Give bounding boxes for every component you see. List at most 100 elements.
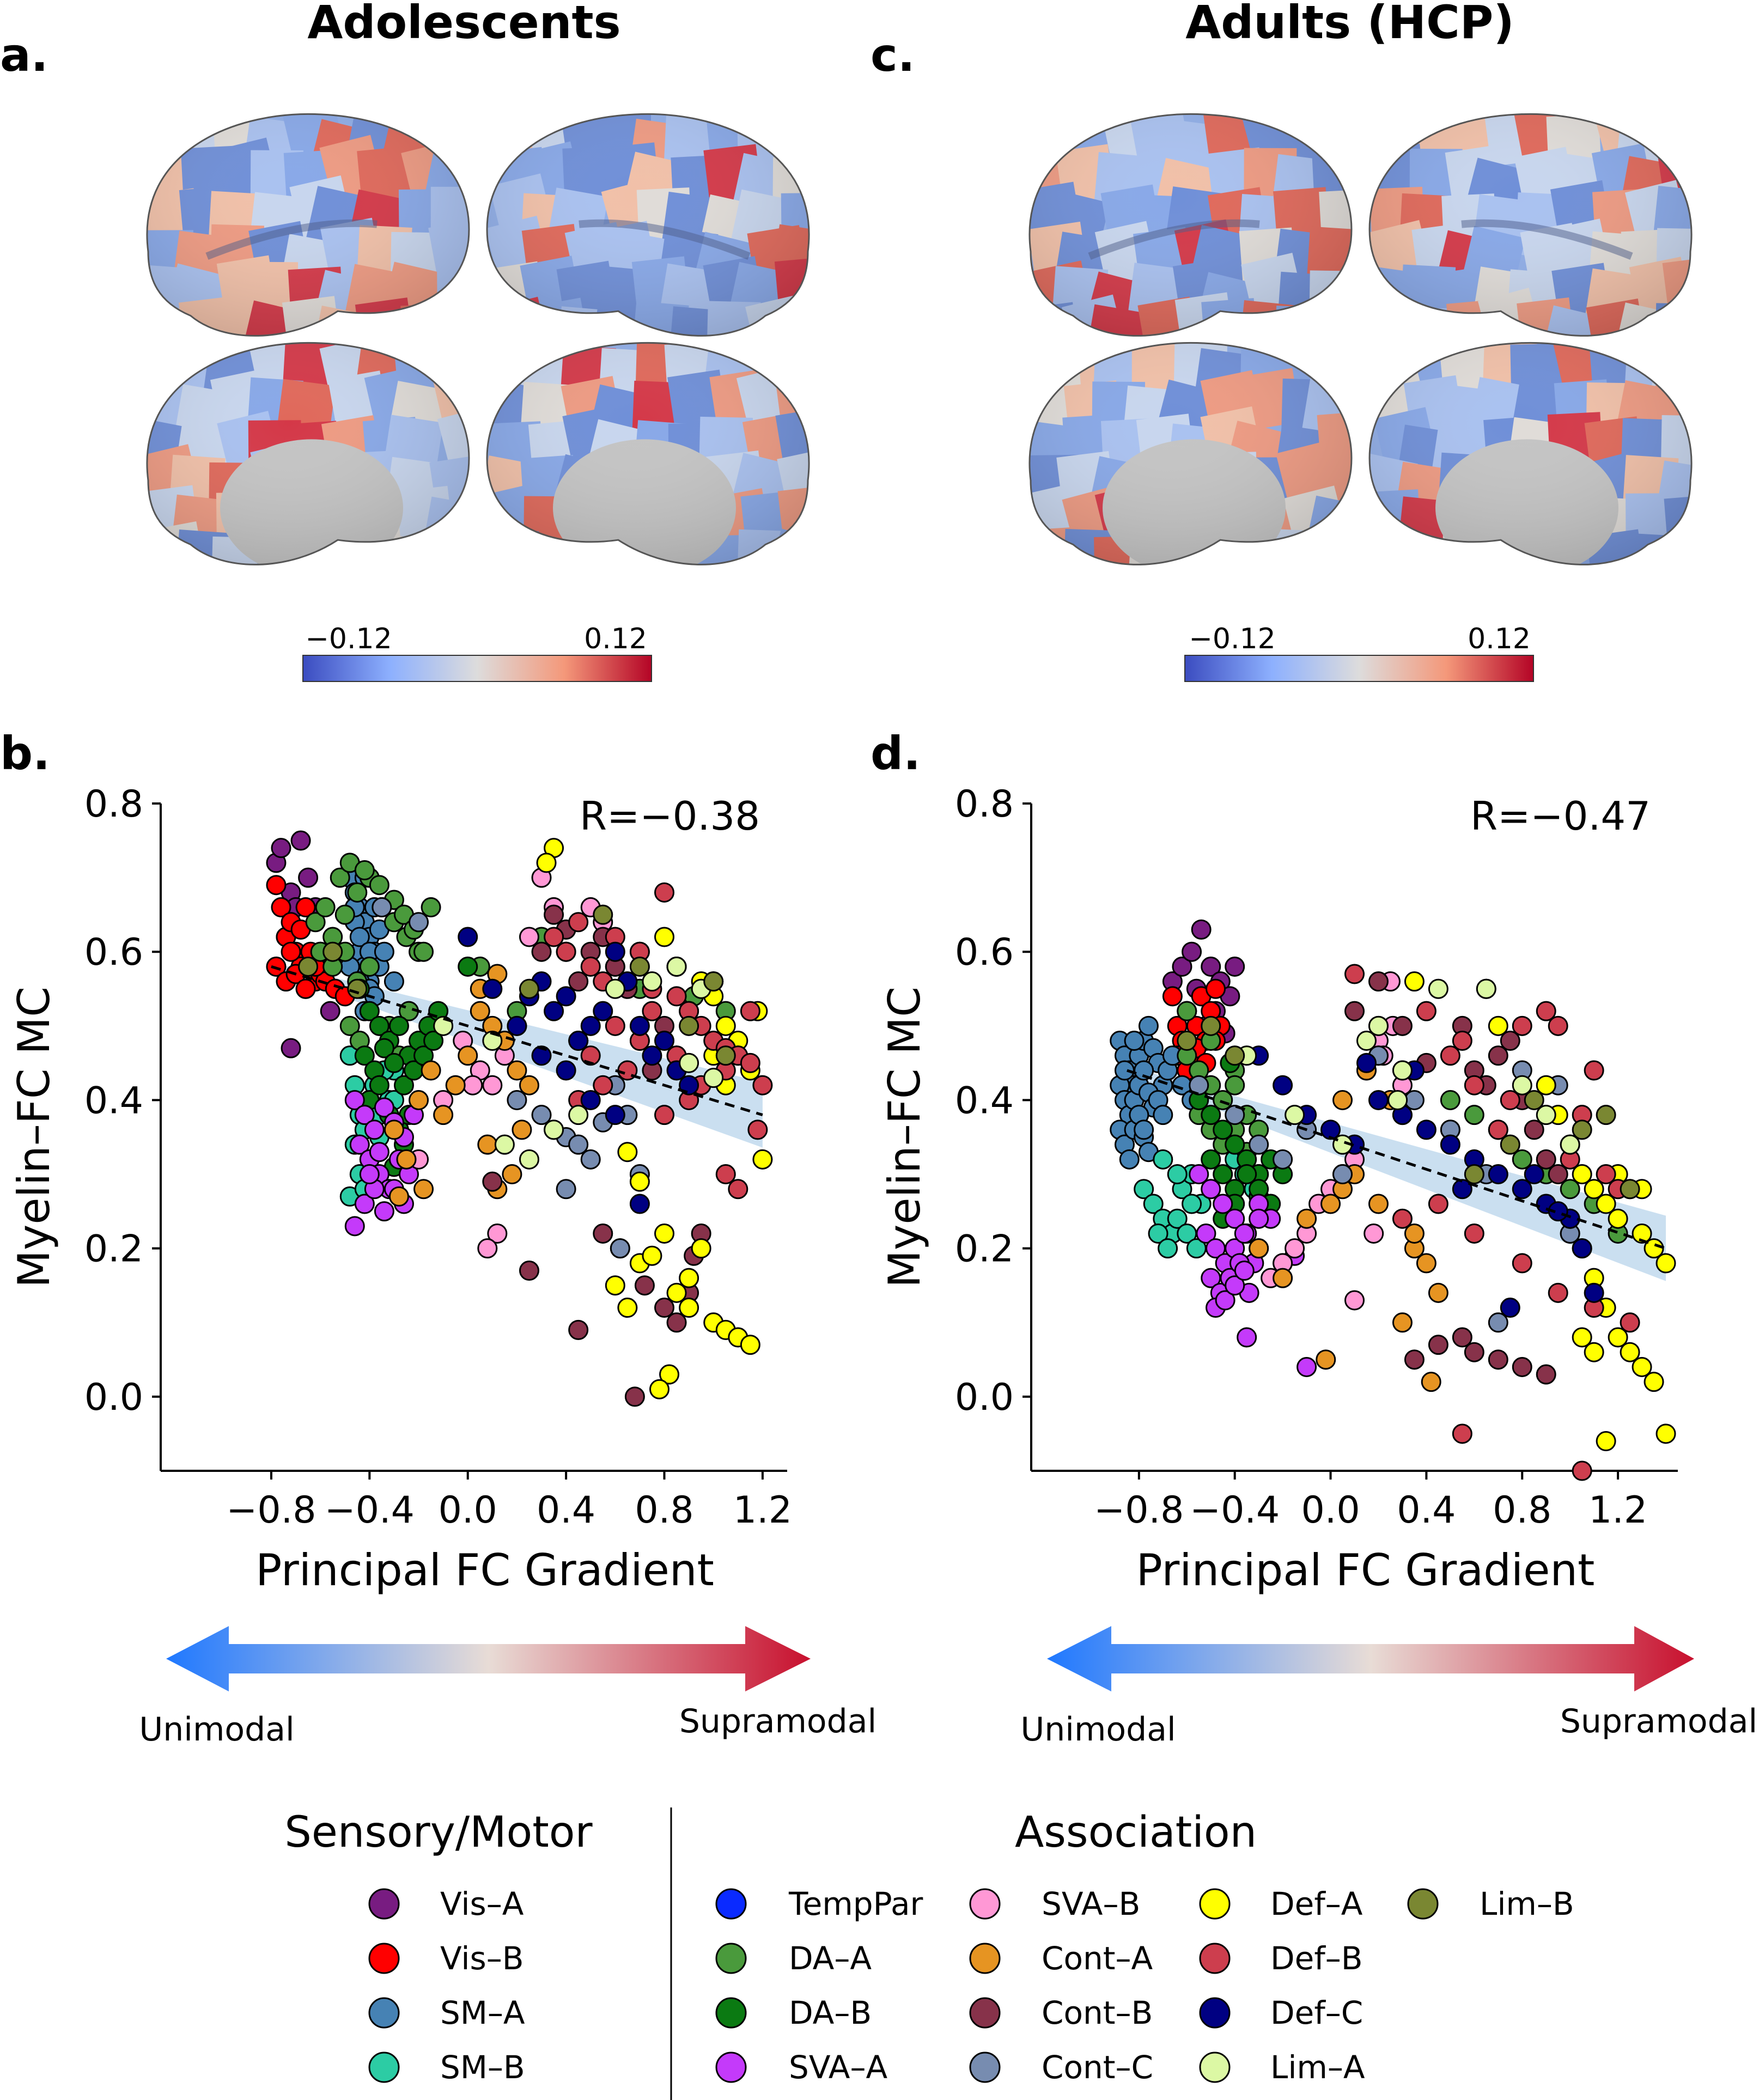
x-tick-label: 0.4 <box>1397 1489 1456 1532</box>
data-point <box>1512 1015 1532 1036</box>
data-point <box>1215 1290 1235 1311</box>
data-point <box>1596 1105 1616 1125</box>
legend-marker <box>1199 1888 1231 1920</box>
legend-marker <box>1199 1997 1231 2029</box>
data-point <box>374 941 394 962</box>
data-point <box>593 1001 613 1021</box>
data-point <box>691 1238 711 1259</box>
data-point <box>1249 1238 1269 1259</box>
brain-lateral-right-adults <box>1368 113 1693 337</box>
legend-label: Def–A <box>1270 1885 1363 1922</box>
data-point <box>1596 1164 1616 1185</box>
data-point <box>666 986 687 1007</box>
legend-label: Vis–A <box>440 1885 524 1922</box>
data-point <box>1572 1238 1592 1259</box>
data-point <box>1512 1075 1532 1095</box>
data-point <box>1584 1342 1604 1362</box>
data-point <box>752 1149 773 1170</box>
unimodal-label: Unimodal <box>139 1711 294 1749</box>
data-point <box>1476 978 1496 999</box>
data-point <box>462 1075 483 1095</box>
data-point <box>654 927 675 947</box>
data-point <box>1452 1327 1472 1348</box>
data-point <box>666 1312 687 1333</box>
data-point <box>1191 919 1212 940</box>
series-vis-b <box>266 875 355 1007</box>
data-point <box>1237 1327 1257 1348</box>
data-point <box>1332 1089 1353 1110</box>
data-point <box>1213 1194 1233 1214</box>
data-point <box>1134 1179 1154 1200</box>
legend-item-temppar: TempPar <box>715 1885 923 1922</box>
data-point <box>1572 1164 1592 1185</box>
data-point <box>1167 1208 1188 1229</box>
legend-item-sva-b: SVA–B <box>969 1885 1140 1922</box>
data-point <box>1368 1194 1389 1214</box>
data-point <box>1297 1356 1317 1377</box>
data-point <box>544 927 564 947</box>
colorbar-adults: −0.12 0.12 <box>1184 623 1534 682</box>
brain-lateral-left-adolescents <box>146 113 470 337</box>
data-point <box>1548 1164 1568 1185</box>
data-point <box>347 978 368 999</box>
data-point <box>1488 1349 1508 1370</box>
data-point <box>1548 1282 1568 1303</box>
data-point <box>1536 1149 1556 1170</box>
data-point <box>544 904 564 925</box>
data-point <box>1572 1119 1592 1140</box>
data-point <box>507 1015 527 1036</box>
brain-medial-right-adults <box>1368 342 1693 565</box>
data-point <box>629 1171 650 1192</box>
x-tick-label: −0.8 <box>226 1489 316 1532</box>
data-point <box>359 956 380 977</box>
data-point <box>1488 1164 1508 1185</box>
legend-label: DA–B <box>789 1994 872 2031</box>
data-point <box>659 1364 680 1385</box>
legend-label: SVA–A <box>789 2049 887 2086</box>
data-point <box>654 1031 675 1051</box>
data-point <box>1213 1119 1233 1140</box>
legend-marker <box>1199 1943 1231 1974</box>
data-point <box>1368 1015 1389 1036</box>
legend-marker <box>969 1997 1001 2029</box>
data-point <box>642 1245 662 1266</box>
data-point <box>458 956 478 977</box>
data-point <box>1237 1164 1257 1185</box>
data-point <box>359 1164 380 1185</box>
legend-item-da-a: DA–A <box>715 1940 872 1977</box>
data-point <box>568 1105 589 1125</box>
data-point <box>322 941 343 962</box>
data-point <box>1464 1342 1484 1362</box>
y-tick-label: 0.0 <box>955 1376 1014 1419</box>
data-point <box>384 971 404 992</box>
data-point <box>629 1015 650 1036</box>
data-point <box>1512 1356 1532 1377</box>
data-point <box>629 956 650 977</box>
series-sm-b <box>1134 1149 1264 1259</box>
data-point <box>388 1015 409 1036</box>
data-point <box>1364 1223 1384 1244</box>
data-point <box>740 1052 760 1073</box>
legend-item-sva-a: SVA–A <box>715 2049 887 2086</box>
legend-item-cont-b: Cont–B <box>969 1994 1153 2031</box>
data-point <box>1404 1349 1425 1370</box>
colorbar-min-label: −0.12 <box>1189 623 1275 655</box>
data-point <box>421 897 441 918</box>
data-point <box>1392 1015 1413 1036</box>
data-point <box>703 971 724 992</box>
data-point <box>654 1223 675 1244</box>
data-point <box>519 1075 539 1095</box>
data-point <box>580 1015 601 1036</box>
data-point <box>1608 1327 1628 1348</box>
data-point <box>568 1134 589 1155</box>
data-point <box>1632 1223 1652 1244</box>
legend-item-cont-c: Cont–C <box>969 2049 1153 2086</box>
data-point <box>354 1105 375 1125</box>
data-point <box>347 882 368 903</box>
data-point <box>666 1282 687 1303</box>
data-point <box>715 1045 736 1066</box>
data-point <box>1273 1075 1293 1095</box>
y-tick-label: 0.2 <box>84 1228 143 1271</box>
legend-sensory-title: Sensory/Motor <box>284 1808 593 1857</box>
data-point <box>1273 1149 1293 1170</box>
